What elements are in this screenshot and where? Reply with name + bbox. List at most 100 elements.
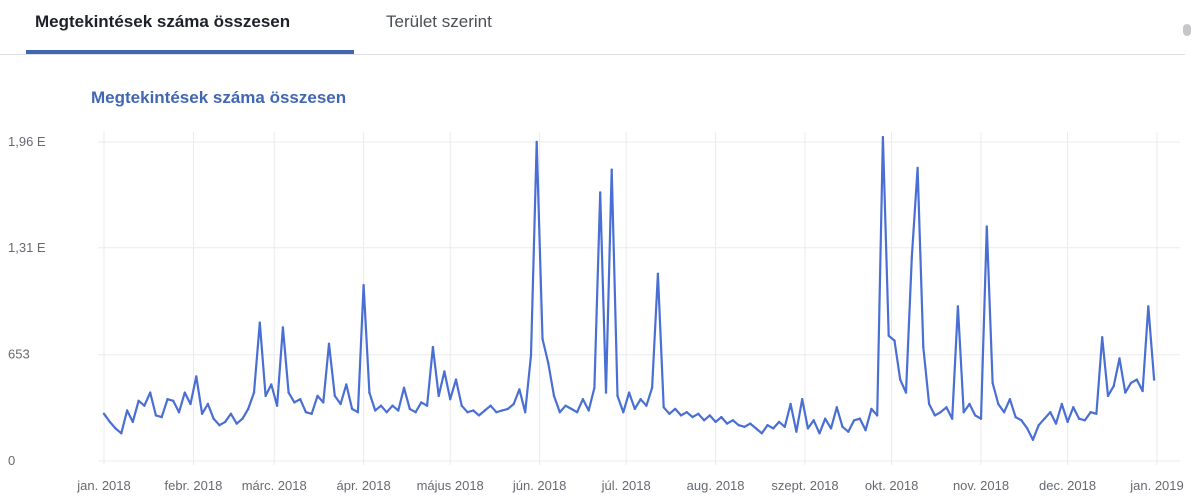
data-point bbox=[985, 225, 988, 228]
data-point bbox=[189, 402, 192, 406]
x-tick-label: május 2018 bbox=[417, 478, 484, 493]
data-point bbox=[904, 391, 908, 394]
data-point bbox=[668, 412, 671, 415]
data-point bbox=[674, 407, 677, 411]
tab-bar: Megtekintések száma összesen Terület sze… bbox=[0, 0, 1191, 55]
data-point bbox=[749, 422, 752, 425]
data-point bbox=[460, 404, 463, 407]
data-point bbox=[1095, 412, 1098, 415]
tab-total-views[interactable]: Megtekintések száma összesen bbox=[35, 12, 291, 31]
data-point bbox=[529, 354, 533, 357]
x-tick-label: szept. 2018 bbox=[771, 478, 838, 493]
data-point bbox=[495, 411, 498, 414]
data-point bbox=[102, 412, 106, 415]
data-point bbox=[120, 432, 123, 435]
x-tick-label: nov. 2018 bbox=[953, 478, 1009, 493]
data-point bbox=[968, 402, 971, 406]
y-tick-label: 1,31 E bbox=[8, 240, 46, 255]
data-point bbox=[737, 424, 740, 427]
data-point bbox=[137, 399, 140, 402]
data-point bbox=[1106, 394, 1110, 398]
active-tab-indicator bbox=[26, 50, 354, 54]
data-point bbox=[951, 417, 954, 420]
data-point bbox=[806, 427, 810, 430]
data-point bbox=[281, 326, 285, 329]
data-point bbox=[420, 401, 423, 404]
data-point bbox=[108, 420, 112, 424]
x-tick-label: jan. 2019 bbox=[1129, 478, 1184, 493]
data-point bbox=[1083, 419, 1087, 422]
data-point bbox=[443, 370, 446, 373]
data-point bbox=[824, 417, 827, 420]
chart-title: Megtekintések száma összesen bbox=[91, 88, 347, 107]
data-point bbox=[552, 394, 556, 398]
data-point bbox=[604, 391, 608, 394]
y-tick-label: 0 bbox=[8, 453, 15, 468]
data-point bbox=[1147, 305, 1150, 308]
data-point bbox=[472, 409, 475, 412]
y-axis-ticks: 0 653 1,31 E 1,96 E bbox=[8, 134, 46, 468]
tab-by-region[interactable]: Terület szerint bbox=[386, 12, 492, 31]
data-point bbox=[927, 402, 931, 406]
data-point bbox=[172, 399, 175, 402]
data-point bbox=[368, 391, 371, 394]
data-point bbox=[910, 256, 913, 259]
data-point bbox=[997, 402, 1000, 406]
data-point bbox=[1049, 411, 1052, 414]
data-point bbox=[466, 411, 469, 414]
data-point bbox=[1054, 422, 1058, 425]
info-icon[interactable] bbox=[1183, 24, 1191, 36]
data-point bbox=[206, 402, 210, 406]
data-point bbox=[362, 284, 365, 287]
data-point bbox=[1026, 427, 1029, 430]
data-point bbox=[258, 321, 261, 324]
data-point bbox=[852, 419, 856, 422]
data-point bbox=[160, 415, 163, 419]
data-point bbox=[131, 420, 134, 424]
y-tick-label: 653 bbox=[8, 347, 30, 362]
data-point bbox=[1020, 419, 1023, 422]
data-point bbox=[650, 386, 654, 389]
data-point bbox=[789, 402, 792, 406]
data-point bbox=[402, 386, 406, 389]
data-point bbox=[270, 383, 273, 386]
data-point bbox=[143, 404, 146, 407]
series-points bbox=[102, 135, 1156, 441]
data-point bbox=[564, 404, 567, 407]
data-point bbox=[252, 391, 256, 394]
data-point bbox=[714, 420, 717, 424]
data-point bbox=[408, 407, 411, 411]
data-point bbox=[841, 425, 844, 428]
data-point bbox=[979, 417, 983, 420]
data-point bbox=[154, 414, 158, 417]
data-point bbox=[1072, 406, 1075, 409]
data-point bbox=[1031, 438, 1035, 441]
data-point bbox=[870, 407, 873, 411]
data-point bbox=[847, 430, 850, 433]
data-point bbox=[1089, 411, 1092, 414]
data-point bbox=[1152, 378, 1156, 381]
x-tick-label: okt. 2018 bbox=[865, 478, 919, 493]
series-group bbox=[102, 135, 1156, 441]
data-point bbox=[599, 191, 602, 194]
data-point bbox=[783, 425, 786, 428]
data-point bbox=[691, 415, 694, 419]
data-point bbox=[685, 411, 688, 414]
data-point bbox=[431, 345, 435, 349]
data-point bbox=[316, 394, 319, 398]
data-point bbox=[345, 383, 348, 386]
data-point bbox=[1124, 391, 1127, 394]
data-point bbox=[149, 391, 152, 394]
data-point bbox=[1101, 336, 1104, 339]
data-point bbox=[939, 411, 942, 414]
data-point bbox=[391, 404, 394, 407]
x-tick-label: jún. 2018 bbox=[512, 478, 567, 493]
data-point bbox=[627, 391, 631, 394]
data-point bbox=[385, 411, 388, 414]
data-point bbox=[777, 420, 781, 424]
data-point bbox=[829, 427, 833, 430]
data-point bbox=[183, 391, 186, 394]
data-point bbox=[518, 388, 521, 391]
data-point bbox=[708, 414, 711, 417]
views-line-chart: 0 653 1,31 E 1,96 E jan. 2018 febr. 2018 márc… bbox=[8, 132, 1184, 493]
